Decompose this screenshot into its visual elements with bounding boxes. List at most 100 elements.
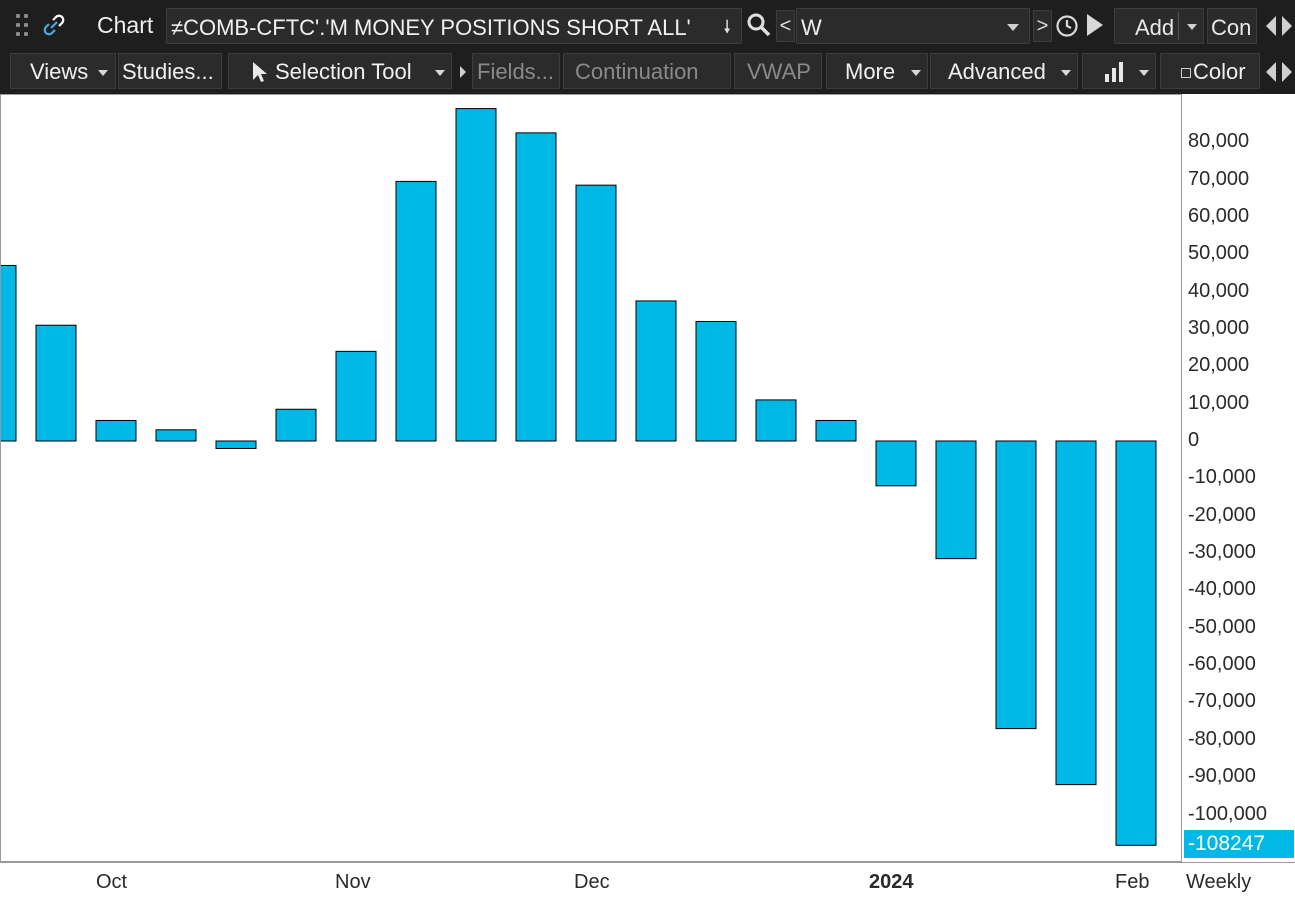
y-tick-label: 60,000 (1188, 204, 1250, 227)
bar (1, 264, 17, 442)
add-separator (1178, 12, 1179, 40)
studies-button[interactable]: Studies... (118, 53, 222, 89)
x-tick-label: Dec (574, 871, 610, 893)
link-icon[interactable] (41, 12, 67, 38)
search-icon[interactable] (746, 12, 772, 38)
chevron-down-icon (1061, 70, 1071, 76)
period-prev-button[interactable]: < (776, 10, 795, 42)
y-tick-label: -100,000 (1188, 802, 1267, 825)
chevron-down-icon (435, 70, 445, 76)
bar (755, 399, 797, 442)
bar-series (1, 108, 1157, 846)
bar (95, 419, 137, 442)
bar (515, 132, 557, 442)
fields-button[interactable]: Fields... (472, 53, 560, 89)
y-tick-label: 50,000 (1188, 242, 1250, 265)
chart-plot-area[interactable] (0, 94, 1182, 862)
color-label: Color (1193, 59, 1246, 84)
con-button[interactable]: Con (1207, 8, 1257, 44)
y-tick-label: -30,000 (1188, 541, 1256, 564)
studies-label: Studies... (122, 59, 214, 84)
selection-tool-label: Selection Tool (275, 59, 412, 84)
chevron-down-icon (911, 70, 921, 76)
symbol-text: ≠COMB-CFTC'.'M MONEY POSITIONS SHORT ALL… (171, 15, 691, 40)
add-button[interactable]: Add (1114, 8, 1204, 44)
y-tick-label: 80,000 (1188, 130, 1250, 153)
title-bar: Chart ≠COMB-CFTC'.'M MONEY POSITIONS SHO… (0, 0, 1295, 50)
y-tick-label: -40,000 (1188, 578, 1256, 601)
y-tick-label: -10,000 (1188, 466, 1256, 489)
x-tick-label: Nov (335, 871, 371, 893)
bar (575, 184, 617, 442)
chevron-down-icon (1139, 70, 1149, 76)
more-label: More (845, 59, 896, 84)
symbol-dropdown-icon[interactable]: 🠗 (723, 17, 731, 37)
bar (275, 408, 317, 442)
y-tick-label: 40,000 (1188, 279, 1250, 302)
chart-toolbar: Views Studies... Selection Tool Fields..… (0, 50, 1295, 94)
play-icon[interactable] (1087, 14, 1103, 36)
vwap-label: VWAP (747, 59, 811, 84)
time-axis[interactable]: Weekly Oct Nov Dec 2024 Feb (0, 862, 1295, 898)
period-select[interactable]: W (796, 8, 1030, 44)
x-tick-label: 2024 (869, 871, 914, 893)
con-label: Con (1211, 15, 1252, 40)
y-tick-label: 20,000 (1188, 354, 1250, 377)
color-swatch-icon (1181, 68, 1191, 78)
bar (935, 440, 977, 560)
window-title: Chart (97, 12, 154, 38)
fields-label: Fields... (477, 59, 555, 84)
scroll-arrows-icon[interactable] (1264, 14, 1294, 38)
continuation-button[interactable]: Continuation (563, 53, 731, 89)
period-next-button[interactable]: > (1033, 10, 1052, 42)
bar (875, 440, 917, 487)
bar (35, 324, 77, 442)
x-tick-label: Feb (1115, 871, 1150, 893)
aggregation-period-label: Weekly (1186, 871, 1252, 893)
bar (1055, 440, 1097, 786)
bar (455, 108, 497, 442)
cursor-arrow-icon (253, 62, 267, 82)
x-tick-label: Oct (96, 871, 128, 893)
color-button[interactable]: Color (1160, 53, 1260, 89)
views-label: Views (30, 59, 89, 84)
advanced-button[interactable]: Advanced (930, 53, 1078, 89)
bar-chart-icon (1105, 62, 1123, 82)
bar (815, 419, 857, 442)
y-tick-label: 0 (1188, 429, 1200, 451)
y-tick-label: 10,000 (1188, 391, 1250, 414)
bar (335, 350, 377, 442)
last-value-badge: -108247 (1184, 830, 1294, 858)
y-tick-label: -50,000 (1188, 615, 1256, 638)
add-label: Add (1135, 15, 1175, 40)
y-tick-label: -60,000 (1188, 653, 1256, 676)
more-button[interactable]: More (826, 53, 928, 89)
continuation-label: Continuation (575, 59, 699, 84)
bar (395, 180, 437, 442)
y-tick-label: -90,000 (1188, 765, 1256, 788)
bar (995, 440, 1037, 730)
symbol-input[interactable]: ≠COMB-CFTC'.'M MONEY POSITIONS SHORT ALL… (166, 8, 742, 44)
bar (695, 320, 737, 442)
views-button[interactable]: Views (10, 53, 116, 89)
y-tick-label: -70,000 (1188, 690, 1256, 713)
vwap-button[interactable]: VWAP (734, 53, 822, 89)
period-value: W (801, 15, 822, 40)
clock-icon[interactable] (1055, 14, 1079, 38)
y-tick-label: -80,000 (1188, 727, 1256, 750)
toolbar-scroll-arrows-icon[interactable] (1264, 60, 1294, 84)
bar (1115, 440, 1157, 846)
chart-style-button[interactable] (1082, 53, 1156, 89)
drag-grip-icon[interactable] (16, 14, 32, 36)
bar (635, 300, 677, 442)
chevron-down-icon (1007, 24, 1019, 31)
price-axis[interactable]: 80,000 70,000 60,000 50,000 40,000 30,000 20,0… (1182, 94, 1295, 862)
chevron-down-icon (1187, 24, 1197, 30)
chevron-right-icon[interactable] (460, 66, 466, 78)
y-tick-label: 70,000 (1188, 167, 1250, 190)
y-tick-label: -20,000 (1188, 503, 1256, 526)
bar (215, 440, 257, 449)
selection-tool-button[interactable]: Selection Tool (228, 53, 452, 89)
y-tick-label: 30,000 (1188, 316, 1250, 339)
bar (155, 429, 197, 442)
